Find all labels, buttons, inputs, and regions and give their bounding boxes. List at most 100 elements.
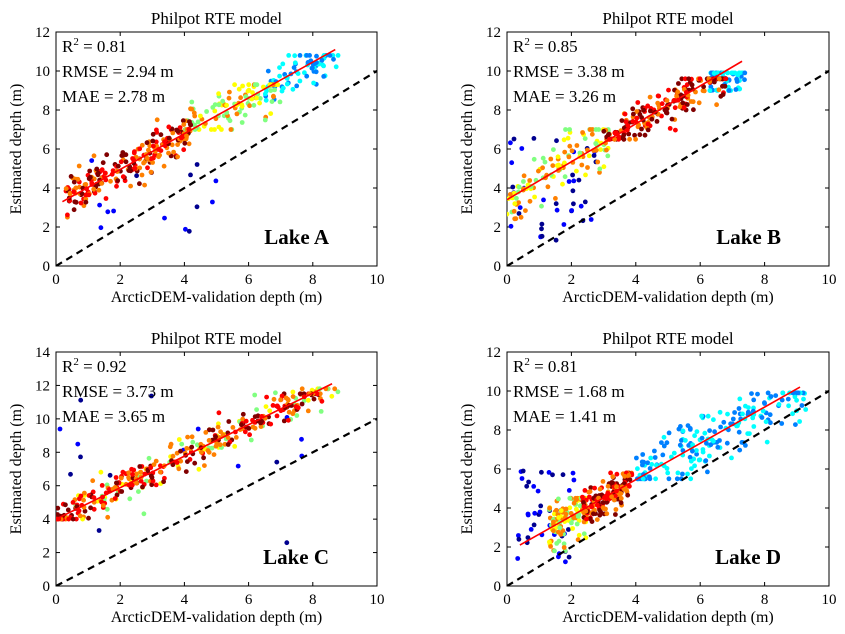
y-tick-label: 10	[486, 64, 501, 80]
scatter-point	[558, 508, 564, 513]
scatter-point	[259, 418, 265, 424]
scatter-point	[309, 387, 315, 393]
scatter-point	[302, 70, 307, 76]
scatter-point	[539, 469, 544, 475]
scatter-point	[569, 208, 575, 213]
scatter-point	[327, 53, 333, 58]
scatter-point	[652, 448, 657, 454]
scatter-point	[562, 174, 568, 180]
scatter-point	[251, 102, 257, 108]
scatter-point	[257, 96, 263, 101]
chart-title: Philpot RTE model	[151, 329, 282, 348]
scatter-point	[242, 112, 248, 118]
scatter-point	[157, 469, 163, 475]
scatter-point	[527, 198, 533, 204]
scatter-point	[162, 139, 167, 145]
scatter-point	[604, 511, 610, 517]
y-tick-label: 0	[43, 579, 51, 595]
scatter-point	[314, 53, 319, 59]
scatter-point	[550, 163, 556, 169]
scatter-point	[232, 82, 238, 88]
scatter-point	[793, 422, 798, 427]
scatter-point	[765, 390, 771, 396]
scatter-point	[700, 447, 706, 452]
scatter-point	[588, 217, 594, 222]
scatter-point	[92, 190, 98, 196]
scatter-point	[580, 130, 585, 135]
scatter-point	[136, 489, 141, 494]
scatter-point	[243, 418, 249, 424]
scatter-point	[792, 394, 798, 400]
scatter-point	[186, 141, 192, 147]
scatter-point	[680, 100, 686, 106]
scatter-point	[711, 417, 716, 423]
scatter-point	[600, 505, 606, 511]
scatter-point	[335, 389, 341, 395]
scatter-point	[191, 110, 197, 116]
scatter-point	[566, 154, 572, 160]
scatter-point	[318, 409, 324, 414]
scatter-point	[239, 103, 245, 109]
scatter-point	[96, 187, 102, 193]
scatter-point	[118, 159, 124, 165]
scatter-point	[507, 211, 510, 217]
y-tick-label: 6	[43, 142, 51, 158]
scatter-point	[551, 528, 556, 534]
scatter-point	[240, 411, 246, 417]
scatter-point	[587, 489, 593, 494]
scatter-point	[688, 458, 694, 464]
x-tick-label: 8	[309, 272, 317, 288]
scatter-point	[664, 440, 670, 446]
scatter-point	[321, 63, 326, 69]
scatter-point	[708, 84, 714, 90]
scatter-point	[539, 221, 545, 227]
scatter-point	[567, 143, 573, 149]
scatter-point	[205, 448, 211, 453]
y-axis-label: Estimated depth (m)	[8, 404, 25, 535]
scatter-point	[195, 426, 201, 432]
y-tick-label: 4	[43, 181, 51, 197]
scatter-point	[271, 93, 276, 99]
scatter-point	[609, 494, 614, 500]
scatter-point	[569, 148, 575, 154]
scatter-point	[554, 541, 560, 546]
scatter-point	[283, 395, 289, 401]
scatter-point	[331, 56, 336, 62]
scatter-point	[591, 153, 597, 158]
scatter-point	[680, 471, 685, 477]
scatter-point	[801, 396, 806, 402]
scatter-point	[711, 70, 717, 76]
scatter-point	[716, 76, 722, 82]
scatter-point	[146, 455, 152, 461]
scatter-point	[700, 88, 706, 94]
scatter-point	[126, 470, 132, 476]
scatter-point	[556, 515, 562, 520]
scatter-point	[88, 174, 93, 180]
scatter-point	[170, 453, 176, 459]
scatter-point	[281, 418, 287, 424]
scatter-point	[675, 470, 681, 476]
scatter-point	[560, 528, 566, 533]
scatter-point	[301, 398, 307, 403]
scatter-point	[718, 424, 723, 430]
scatter-point	[277, 73, 282, 79]
scatter-point	[525, 535, 531, 540]
scatter-point	[696, 100, 702, 106]
x-tick-label: 6	[245, 592, 253, 608]
scatter-point	[252, 414, 258, 419]
y-tick-label: 10	[35, 412, 50, 428]
scatter-point	[640, 476, 646, 482]
scatter-point	[595, 159, 601, 165]
y-tick-label: 8	[43, 103, 51, 119]
scatter-point	[115, 178, 121, 184]
scatter-point	[585, 165, 590, 170]
scatter-point	[563, 127, 568, 132]
scatter-point	[151, 462, 157, 467]
scatter-point	[157, 152, 163, 158]
scatter-point	[531, 156, 537, 162]
scatter-point	[773, 393, 779, 398]
scatter-point	[667, 125, 673, 131]
scatter-point	[114, 183, 119, 189]
scatter-point	[230, 425, 236, 430]
scatter-point	[196, 466, 202, 472]
